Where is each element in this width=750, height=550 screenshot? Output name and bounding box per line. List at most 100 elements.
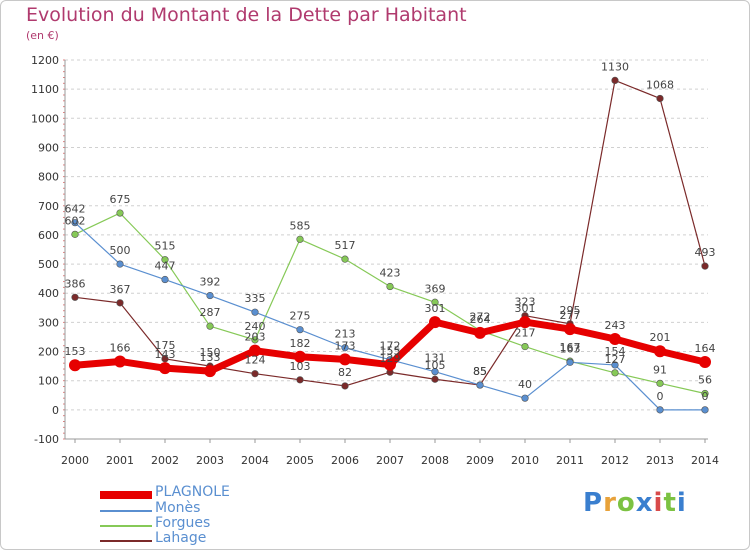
y-tick-label-1000: 1000 <box>31 112 59 125</box>
data-label-plagnole: 173 <box>335 339 356 352</box>
data-point-mones <box>611 361 619 369</box>
proxiti-logo: Proxiti <box>583 488 687 518</box>
data-label-forgues: 127 <box>605 353 626 366</box>
data-label-lahage: 1068 <box>646 78 674 91</box>
grid <box>65 59 708 440</box>
data-point-forgues <box>206 322 214 330</box>
data-label-plagnole: 201 <box>650 331 671 344</box>
data-point-forgues <box>611 369 619 377</box>
logo-letter: r <box>603 488 617 518</box>
data-point-forgues <box>701 389 709 398</box>
data-label-lahage: 493 <box>695 246 716 259</box>
data-point-plagnole <box>339 353 351 366</box>
data-point-plagnole <box>159 362 171 375</box>
logo-letter: P <box>583 488 604 518</box>
data-label-plagnole: 166 <box>110 341 131 354</box>
chart-title: Evolution du Montant de la Dette par Hab… <box>26 4 467 26</box>
data-point-plagnole <box>609 333 621 346</box>
logo-letter: i <box>653 488 664 518</box>
x-tick-label-2009: 2009 <box>466 454 494 467</box>
legend-swatch-plagnole <box>100 491 152 499</box>
data-point-mones <box>206 291 214 300</box>
data-point-mones <box>116 260 124 268</box>
data-label-forgues: 167 <box>560 341 581 354</box>
y-tick-label-200: 200 <box>38 346 59 359</box>
logo-letter: i <box>676 488 687 518</box>
data-label-lahage: 175 <box>155 339 176 352</box>
data-point-plagnole <box>429 316 441 329</box>
data-point-plagnole <box>564 323 576 336</box>
data-label-plagnole: 301 <box>425 302 446 315</box>
x-tick-label-2012: 2012 <box>601 454 629 467</box>
data-label-plagnole: 264 <box>470 313 491 326</box>
data-label-plagnole: 301 <box>515 302 536 315</box>
data-point-forgues <box>251 336 259 344</box>
data-labels: 386 367 175 150 124 103 82 129 105 85 323 295 1130 10… <box>65 60 716 402</box>
y-tick-label-1100: 1100 <box>31 83 59 96</box>
data-point-plagnole <box>519 316 531 329</box>
data-label-lahage: 323 <box>515 296 536 309</box>
data-point-lahage <box>71 293 79 301</box>
data-point-lahage <box>251 370 259 378</box>
data-point-plagnole <box>384 358 396 371</box>
data-point-mones <box>341 344 349 352</box>
data-label-plagnole: 243 <box>605 319 626 332</box>
data-label-forgues: 287 <box>200 306 221 319</box>
data-label-mones: 500 <box>110 244 131 257</box>
data-label-plagnole: 153 <box>65 345 86 358</box>
data-label-plagnole: 203 <box>245 331 266 344</box>
data-label-plagnole: 277 <box>560 309 581 322</box>
data-label-mones: 163 <box>560 342 581 355</box>
data-point-forgues <box>521 342 529 351</box>
data-label-mones: 131 <box>425 352 446 365</box>
x-tick-label-2001: 2001 <box>106 454 134 467</box>
data-point-mones <box>161 275 169 284</box>
legend-swatch-forgues <box>100 525 152 527</box>
data-point-lahage <box>161 355 169 363</box>
data-point-mones <box>71 219 79 227</box>
data-label-mones: 0 <box>702 390 709 403</box>
data-point-forgues <box>386 282 394 291</box>
data-point-plagnole <box>474 326 486 339</box>
data-point-lahage <box>341 382 349 390</box>
data-point-mones <box>431 368 439 376</box>
data-label-forgues: 56 <box>698 374 712 387</box>
x-tick-label-2004: 2004 <box>241 454 269 467</box>
data-label-forgues: 240 <box>245 320 266 333</box>
data-point-plagnole <box>204 365 216 378</box>
data-label-mones: 40 <box>518 378 532 391</box>
data-point-forgues <box>341 255 349 263</box>
data-label-mones: 335 <box>245 292 266 305</box>
legend-swatch-mones <box>100 510 152 512</box>
x-tick-label-2003: 2003 <box>196 454 224 467</box>
data-label-lahage: 124 <box>245 354 266 367</box>
data-point-plagnole <box>294 350 306 363</box>
data-label-plagnole: 133 <box>200 351 221 364</box>
legend-label-plagnole: PLAGNOLE <box>155 484 230 500</box>
data-point-plagnole <box>69 359 81 372</box>
data-point-lahage <box>656 94 664 103</box>
logo-letter: o <box>616 488 636 518</box>
data-label-mones: 213 <box>335 328 356 341</box>
data-label-lahage: 295 <box>560 304 581 317</box>
data-point-forgues <box>431 298 439 306</box>
data-label-lahage: 386 <box>65 277 86 290</box>
y-tick-label-400: 400 <box>38 287 59 300</box>
data-label-forgues: 369 <box>425 282 446 295</box>
x-tick-label-2011: 2011 <box>556 454 584 467</box>
x-tick-label-2006: 2006 <box>331 454 359 467</box>
data-label-lahage: 150 <box>200 346 221 359</box>
data-label-mones: 447 <box>155 260 176 273</box>
data-point-lahage <box>701 262 709 270</box>
data-point-plagnole <box>114 355 126 368</box>
data-label-forgues: 517 <box>335 239 356 252</box>
data-point-mones <box>656 406 664 414</box>
x-tick-label-2010: 2010 <box>511 454 539 467</box>
data-label-forgues: 515 <box>155 240 176 253</box>
data-point-plagnole <box>699 356 711 369</box>
data-label-mones: 85 <box>473 365 487 378</box>
logo-letter: t <box>663 488 677 518</box>
data-point-lahage <box>611 76 619 85</box>
